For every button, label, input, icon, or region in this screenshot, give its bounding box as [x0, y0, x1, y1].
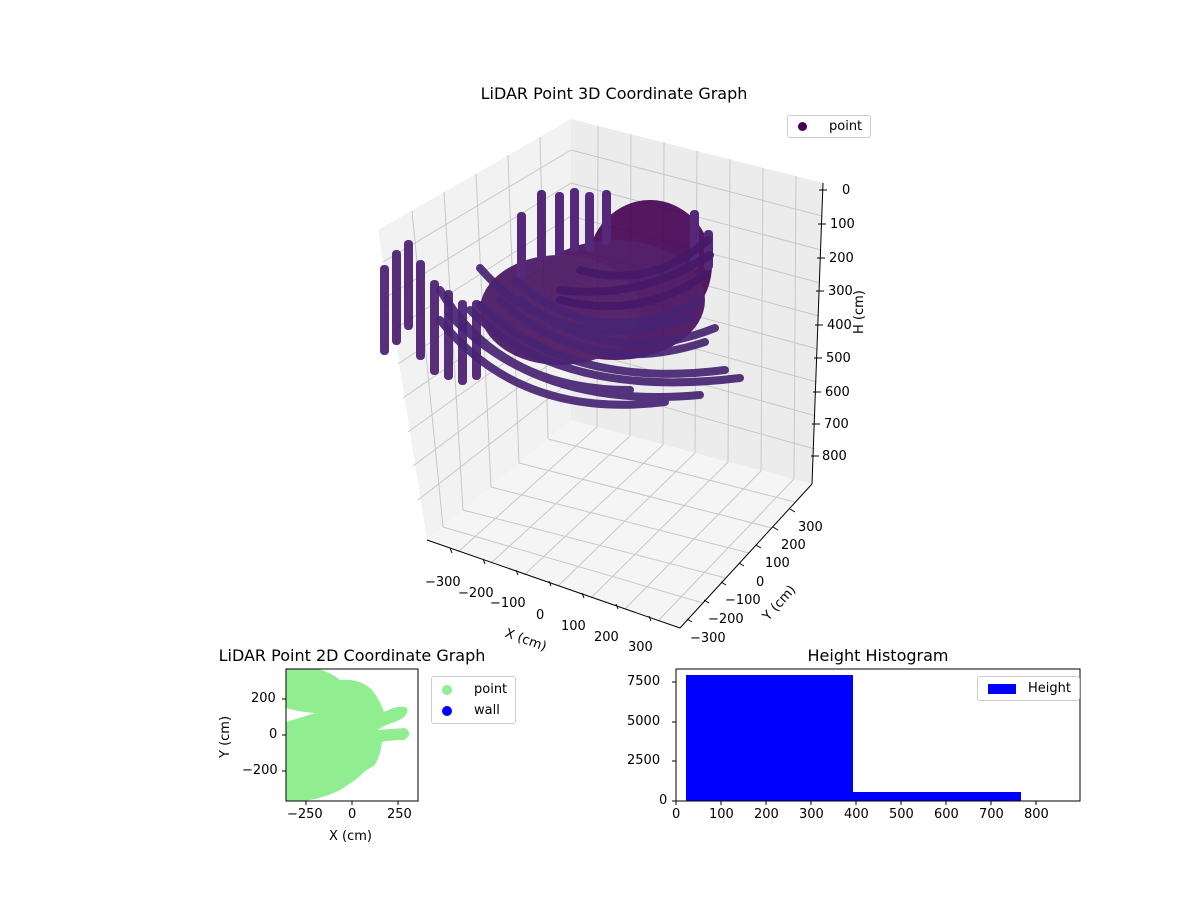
x-tick: 700 — [979, 807, 1004, 822]
x-tick: −250 — [287, 807, 323, 822]
histogram-bar — [853, 792, 1021, 801]
x-tick: 0 — [348, 807, 357, 822]
y-tick: −200 — [708, 612, 744, 627]
point-marker-icon — [442, 684, 452, 695]
z-tick: 400 — [827, 318, 852, 333]
histogram-legend: Height — [977, 676, 1080, 701]
y-tick: 300 — [798, 520, 823, 535]
legend-label: wall — [474, 703, 500, 718]
histogram-title: Height Histogram — [807, 646, 949, 665]
y-tick: 7500 — [627, 674, 661, 689]
plot-2d-title: LiDAR Point 2D Coordinate Graph — [218, 646, 486, 665]
legend-item-point: point — [788, 116, 870, 137]
x-tick: 300 — [799, 807, 824, 822]
x-tick: 0 — [536, 608, 545, 623]
y-tick: 5000 — [627, 714, 661, 729]
x-tick: 0 — [672, 807, 681, 822]
legend-item-point: point — [432, 679, 515, 700]
y-tick: 0 — [756, 575, 765, 590]
plot-3d-title: LiDAR Point 3D Coordinate Graph — [480, 84, 748, 103]
plot-3d-legend: point — [787, 115, 872, 138]
point-marker-icon — [798, 122, 807, 131]
x-tick: 400 — [844, 807, 869, 822]
z-tick: 700 — [824, 417, 849, 432]
x-tick: 250 — [387, 807, 412, 822]
x-tick: −200 — [458, 586, 494, 601]
z-tick: 300 — [828, 284, 853, 299]
x-tick: 200 — [594, 630, 619, 645]
y-tick: 2500 — [627, 753, 661, 768]
height-swatch-icon — [988, 683, 1016, 694]
plot-2d-legend: point wall — [431, 676, 517, 724]
y-tick: −100 — [725, 593, 761, 608]
legend-item-wall: wall — [432, 700, 515, 721]
z-tick: 800 — [822, 449, 847, 464]
y-tick: 0 — [269, 727, 278, 742]
x-tick: 100 — [709, 807, 734, 822]
x-tick: 200 — [754, 807, 779, 822]
y-tick: 100 — [765, 556, 790, 571]
y-tick: −200 — [242, 763, 278, 778]
z-tick: 200 — [829, 251, 854, 266]
x-tick: 300 — [628, 640, 653, 655]
legend-item-height: Height — [978, 678, 1079, 699]
x-tick: 600 — [934, 807, 959, 822]
x-axis-label: X (cm) — [329, 829, 372, 844]
y-tick: −300 — [690, 631, 726, 646]
histogram-bar — [686, 675, 853, 801]
legend-label: point — [474, 682, 508, 697]
x-tick: 500 — [889, 807, 914, 822]
x-tick: 800 — [1024, 807, 1049, 822]
x-tick: −100 — [490, 596, 526, 611]
x-tick: −300 — [425, 575, 461, 590]
legend-label: Height — [1028, 681, 1071, 696]
z-tick: 100 — [830, 217, 855, 232]
wall-marker-icon — [442, 705, 452, 716]
x-tick: 100 — [561, 619, 586, 634]
y-tick: 200 — [781, 538, 806, 553]
legend-label: point — [829, 119, 863, 134]
z-tick: 500 — [826, 351, 851, 366]
y-tick: 0 — [659, 793, 668, 808]
z-tick: 0 — [842, 183, 851, 198]
z-tick: 600 — [825, 385, 850, 400]
y-tick: 200 — [251, 691, 276, 706]
